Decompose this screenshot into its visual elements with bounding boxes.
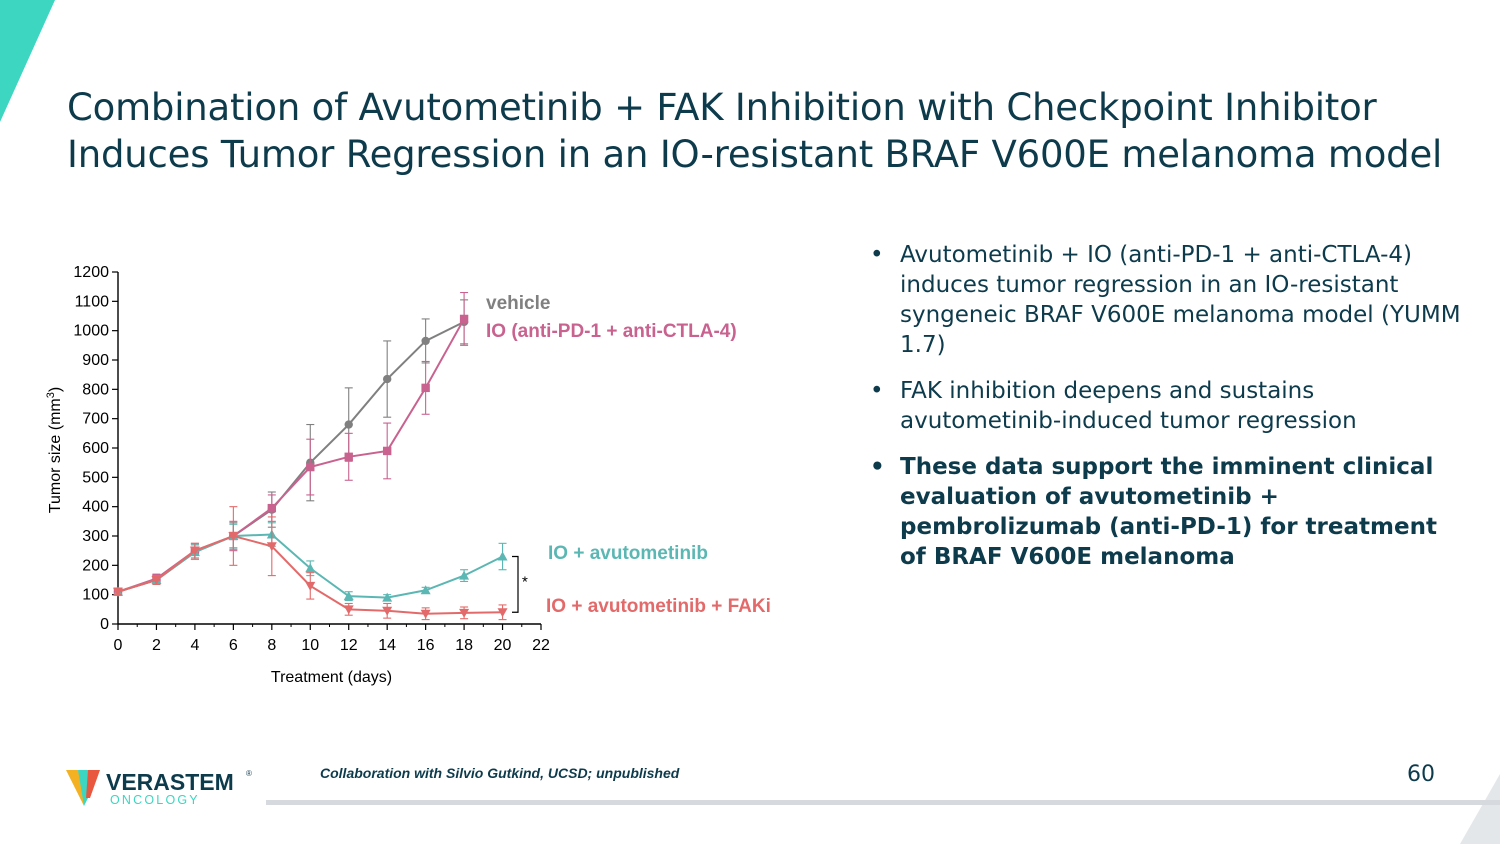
teal-corner-shape <box>0 0 55 122</box>
data-point <box>382 606 393 616</box>
logo-trademark: ® <box>246 769 252 778</box>
data-point <box>151 576 162 585</box>
page-number: 60 <box>1407 762 1435 787</box>
logo-v-mid <box>78 770 88 806</box>
chart-labels: Treatment (days) Tumor size (mm3) vehicle I… <box>45 293 771 686</box>
data-point <box>343 605 354 615</box>
data-point <box>459 608 470 618</box>
logo-wordmark: VERASTEM <box>106 769 234 795</box>
y-tick-label: 1000 <box>73 323 109 340</box>
x-tick-label: 14 <box>378 637 396 654</box>
verastem-logo: VERASTEM ® ONCOLOGY <box>66 769 252 807</box>
y-tick-label: 300 <box>82 528 109 545</box>
chart-axes: 0 2 4 6 8 10 12 14 16 18 20 22 0 100 200 300 400 500 600 70… <box>73 264 550 654</box>
y-tick-label: 1200 <box>73 264 109 281</box>
x-tick-label: 4 <box>190 637 199 654</box>
data-point <box>420 585 431 595</box>
significance-bracket <box>512 555 519 613</box>
data-point <box>420 609 431 619</box>
title-line-1: Combination of Avutometinib + FAK Inhibi… <box>67 86 1377 129</box>
logo-subtitle: ONCOLOGY <box>110 793 200 807</box>
series-label: vehicle <box>486 293 550 314</box>
data-point <box>382 592 393 602</box>
slide-title: Combination of Avutometinib + FAK Inhibi… <box>67 84 1467 178</box>
data-point <box>344 452 353 461</box>
y-tick-label: 400 <box>82 499 109 516</box>
chart-series <box>113 291 508 621</box>
title-line-2: Induces Tumor Regression in an IO-resist… <box>67 133 1443 176</box>
y-tick-label: 900 <box>82 352 109 369</box>
data-point <box>382 446 392 456</box>
data-point <box>459 314 469 324</box>
series-label: IO (anti-PD-1 + anti-CTLA-4) <box>486 321 737 342</box>
series-label: IO + avutometinib <box>548 543 708 564</box>
data-point <box>497 608 508 618</box>
logo-v-left <box>66 770 86 806</box>
x-tick-label: 0 <box>114 637 123 654</box>
y-tick-label: 100 <box>82 587 109 604</box>
x-tick-label: 16 <box>417 637 435 654</box>
data-point <box>497 551 508 561</box>
footer-note: Collaboration with Silvio Gutkind, UCSD;… <box>320 765 680 781</box>
y-tick-label: 600 <box>82 440 109 457</box>
data-point <box>189 546 200 556</box>
bullet-item: FAK inhibition deepens and sustains avut… <box>870 376 1470 436</box>
bullet-item-emphasis: These data support the imminent clinical… <box>870 452 1470 572</box>
data-point <box>459 570 470 580</box>
data-point <box>344 420 353 429</box>
x-tick-label: 22 <box>532 637 550 654</box>
x-tick-label: 20 <box>494 637 512 654</box>
x-tick-label: 12 <box>340 637 358 654</box>
series-label: IO + avutometinib + FAKi <box>546 596 771 617</box>
logo-v-right <box>86 770 100 798</box>
tumor-size-chart: 0 2 4 6 8 10 12 14 16 18 20 22 0 100 200 300 400 500 600 70… <box>45 264 771 686</box>
data-point <box>421 336 430 346</box>
y-axis-title: Tumor size (mm3) <box>45 387 64 513</box>
y-tick-label: 200 <box>82 557 109 574</box>
significance-mark: * <box>522 573 528 590</box>
x-tick-label: 6 <box>229 637 238 654</box>
data-point <box>421 383 430 393</box>
data-point <box>305 563 316 573</box>
x-tick-label: 10 <box>301 637 319 654</box>
x-tick-label: 2 <box>152 637 161 654</box>
bullet-list: Avutometinib + IO (anti-PD-1 + anti-CTLA… <box>870 240 1470 588</box>
bullet-item: Avutometinib + IO (anti-PD-1 + anti-CTLA… <box>870 240 1470 360</box>
y-tick-label: 1100 <box>75 293 110 310</box>
y-tick-label: 800 <box>82 381 109 398</box>
x-tick-label: 18 <box>455 637 473 654</box>
series-3 <box>113 506 508 621</box>
data-point <box>382 374 392 384</box>
data-point <box>306 462 315 472</box>
gray-corner-shape <box>1460 774 1500 844</box>
data-point <box>266 542 277 552</box>
data-point <box>305 581 316 591</box>
data-point <box>228 532 239 541</box>
y-tick-label: 700 <box>82 411 109 428</box>
y-tick-label: 0 <box>100 616 109 633</box>
y-tick-label: 500 <box>82 469 109 486</box>
x-axis-title: Treatment (days) <box>271 669 392 686</box>
data-point <box>343 591 354 601</box>
x-tick-label: 8 <box>267 637 276 654</box>
data-point <box>267 503 277 513</box>
footer-divider <box>266 800 1500 805</box>
data-point <box>113 587 123 597</box>
